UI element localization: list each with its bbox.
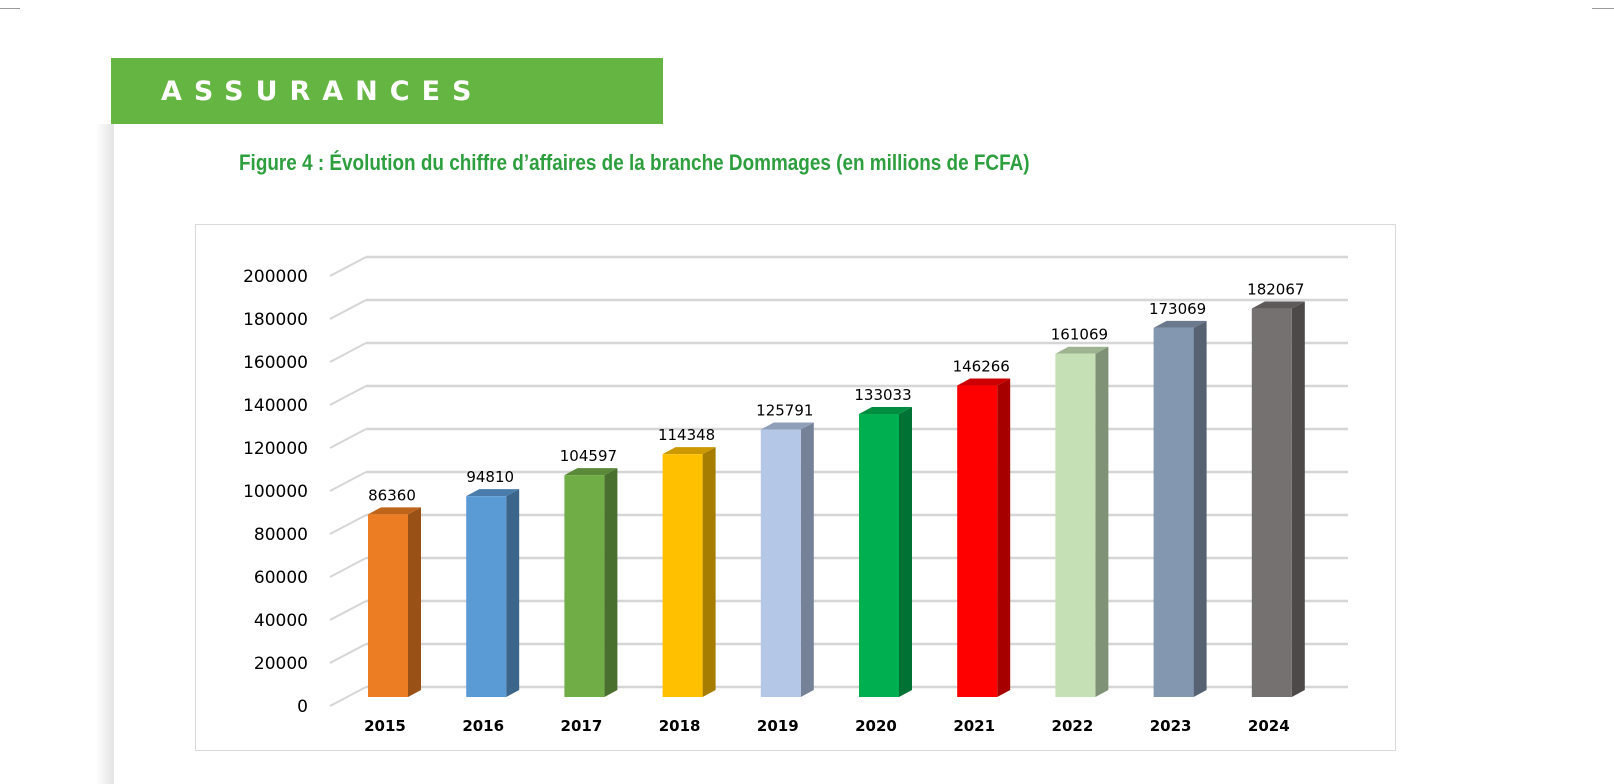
y-tick-label: 180000: [243, 310, 308, 330]
bar-top: [466, 489, 520, 497]
bar-top: [957, 378, 1011, 386]
y-tick-label: 20000: [254, 654, 308, 674]
data-label: 133033: [854, 386, 911, 404]
bar-2024: [1251, 308, 1292, 697]
bar-side: [1193, 320, 1207, 697]
data-label: 161069: [1051, 326, 1108, 344]
gridline-depth: [329, 385, 367, 406]
bar-side: [1095, 346, 1109, 697]
gridline-depth: [329, 514, 367, 535]
bar-side: [997, 378, 1011, 697]
x-tick-label: 2016: [462, 717, 504, 735]
x-tick-label: 2022: [1052, 717, 1094, 735]
y-tick-label: 200000: [243, 267, 308, 287]
data-label: 146266: [953, 358, 1010, 376]
bar-2020: [859, 413, 899, 697]
y-tick-label: 100000: [243, 482, 308, 502]
bar-2016: [466, 496, 507, 697]
gridline-depth: [329, 686, 367, 707]
bar-2019: [760, 429, 801, 697]
bar-side: [408, 507, 421, 697]
bar-side: [702, 447, 716, 697]
bar-top: [859, 406, 912, 414]
data-label: 125791: [756, 402, 813, 420]
x-tick-label: 2018: [659, 717, 701, 735]
y-tick-label: 0: [297, 697, 308, 717]
y-tick-label: 140000: [243, 396, 308, 416]
section-banner: ASSURANCES: [111, 58, 663, 124]
x-tick-label: 2017: [561, 717, 603, 735]
x-tick-label: 2020: [855, 717, 897, 735]
data-label: 182067: [1247, 281, 1304, 299]
bar-top: [1153, 320, 1207, 328]
bar-top: [1055, 346, 1109, 354]
gridline-depth: [329, 643, 367, 664]
top-left-rule: [0, 8, 20, 9]
chart-frame: [195, 224, 1396, 751]
figure-title: Figure 4 : Évolution du chiffre d’affair…: [239, 150, 1030, 175]
bar-top: [760, 422, 814, 430]
gridline-depth: [329, 342, 367, 363]
data-label: 94810: [466, 468, 514, 486]
gridline-depth: [329, 428, 367, 449]
bar-side: [1291, 301, 1305, 697]
x-tick-label: 2021: [953, 717, 995, 735]
bar-top: [1251, 301, 1305, 309]
gridline-depth: [329, 557, 367, 578]
y-tick-label: 120000: [243, 439, 308, 459]
x-tick-label: 2015: [364, 717, 406, 735]
gridline-depth: [329, 256, 367, 277]
x-tick-label: 2024: [1248, 717, 1290, 735]
data-label: 173069: [1149, 300, 1206, 318]
bar-2023: [1153, 327, 1194, 697]
section-banner-label: ASSURANCES: [161, 76, 484, 107]
bar-side: [899, 406, 912, 697]
gridline-depth: [329, 600, 367, 621]
y-tick-label: 160000: [243, 353, 308, 373]
bar-top: [662, 447, 716, 455]
bar-2021: [957, 385, 998, 697]
gridline-depth: [329, 471, 367, 492]
y-tick-label: 60000: [254, 568, 308, 588]
bar-top: [368, 507, 421, 515]
bar-2018: [662, 454, 703, 697]
x-tick-label: 2023: [1150, 717, 1192, 735]
bar-side: [800, 422, 814, 697]
bar-2017: [564, 475, 605, 697]
bar-2015: [368, 514, 408, 697]
bar-side: [604, 468, 618, 697]
x-tick-label: 2019: [757, 717, 799, 735]
gridline-depth: [329, 299, 367, 320]
y-tick-label: 80000: [254, 525, 308, 545]
bar-side: [506, 489, 520, 697]
y-tick-label: 40000: [254, 611, 308, 631]
data-label: 114348: [658, 426, 715, 444]
bar-2022: [1055, 353, 1096, 697]
bar-top: [564, 468, 618, 476]
data-label: 104597: [560, 447, 617, 465]
page-shadow: [96, 124, 114, 784]
top-right-rule: [1592, 8, 1614, 9]
data-label: 86360: [368, 486, 416, 504]
